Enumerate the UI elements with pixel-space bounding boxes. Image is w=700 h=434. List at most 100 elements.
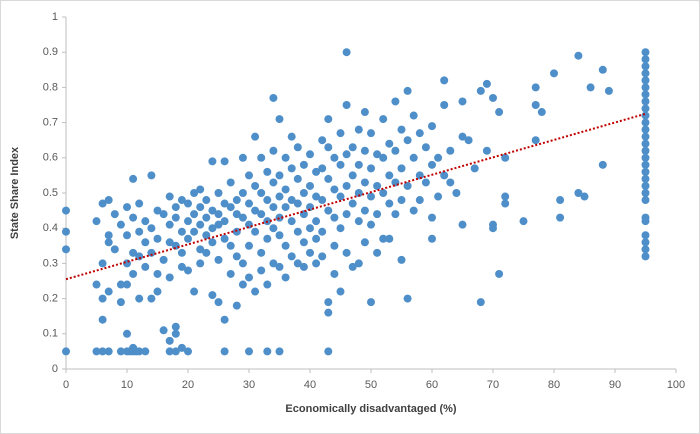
scatter-point: [135, 347, 144, 356]
scatter-point: [574, 189, 583, 197]
scatter-point: [177, 248, 186, 257]
scatter-point: [245, 171, 253, 180]
scatter-point: [269, 259, 278, 268]
x-tick-label: 40: [304, 379, 316, 391]
scatter-point: [110, 245, 119, 254]
scatter-point: [415, 196, 424, 205]
scatter-point: [214, 255, 223, 264]
scatter-point: [306, 181, 314, 190]
scatter-point: [190, 227, 199, 236]
scatter-point: [287, 252, 296, 261]
scatter-point: [147, 248, 156, 257]
scatter-point: [360, 178, 369, 187]
scatter-point: [489, 224, 497, 233]
scatter-point: [556, 213, 565, 222]
scatter-point: [238, 153, 247, 162]
scatter-point: [641, 69, 650, 78]
scatter-point: [641, 76, 650, 85]
scatter-point: [458, 132, 467, 141]
scatter-point: [342, 48, 351, 57]
scatter-point: [397, 255, 406, 264]
scatter-point: [354, 259, 363, 268]
scatter-point: [641, 48, 650, 57]
scatter-point: [391, 146, 400, 155]
scatter-point: [196, 259, 205, 268]
scatter-point: [403, 136, 412, 145]
scatter-point: [214, 189, 223, 197]
scatter-point: [177, 343, 186, 352]
scatter-point: [373, 150, 382, 159]
scatter-point: [495, 108, 504, 117]
scatter-point: [641, 139, 650, 148]
scatter-point: [428, 160, 436, 169]
scatter-point: [275, 192, 284, 201]
scatter-point: [641, 111, 650, 120]
scatter-point: [379, 153, 388, 162]
scatter-point: [354, 217, 363, 226]
scatter-point: [165, 273, 174, 282]
scatter-point: [141, 217, 150, 226]
scatter-point: [556, 196, 565, 205]
scatter-point: [141, 262, 150, 271]
scatter-point: [232, 227, 241, 236]
scatter-point: [476, 298, 485, 307]
scatter-point: [367, 192, 375, 201]
scatter-point: [348, 199, 357, 208]
scatter-point: [232, 196, 241, 205]
scatter-point: [342, 248, 351, 257]
scatter-point: [275, 213, 284, 222]
scatter-point: [171, 329, 180, 338]
scatter-point: [62, 206, 70, 215]
scatter-point: [226, 178, 235, 187]
scatter-point: [550, 69, 558, 78]
scatter-point: [397, 164, 406, 173]
scatter-point: [287, 132, 296, 141]
scatter-point: [245, 347, 253, 356]
scatter-point: [470, 164, 479, 173]
scatter-point: [214, 220, 223, 229]
scatter-point: [165, 220, 174, 229]
scatter-point: [367, 129, 375, 138]
scatter-point: [92, 217, 101, 226]
y-tick-label: 0.1: [43, 328, 58, 340]
scatter-point: [299, 238, 308, 247]
scatter-point: [428, 213, 436, 222]
scatter-point: [177, 262, 186, 271]
scatter-point: [391, 97, 400, 106]
scatter-point: [208, 238, 217, 247]
scatter-point: [245, 220, 253, 229]
scatter-point: [403, 294, 412, 303]
scatter-point: [641, 245, 650, 254]
scatter-point: [293, 143, 302, 152]
scatter-point: [190, 287, 199, 296]
scatter-point: [489, 93, 497, 102]
scatter-point: [116, 347, 125, 356]
x-tick-label: 100: [667, 379, 685, 391]
scatter-point: [129, 269, 138, 278]
scatter-point: [348, 143, 357, 152]
scatter-point: [232, 252, 241, 261]
scatter-point: [293, 199, 302, 208]
scatter-point: [165, 336, 174, 345]
scatter-point: [104, 238, 113, 247]
scatter-point: [336, 160, 345, 169]
scatter-point: [312, 192, 321, 201]
scatter-point: [98, 259, 107, 268]
scatter-point: [330, 213, 339, 222]
y-tick-label: 0.8: [43, 81, 58, 93]
scatter-point: [135, 294, 144, 303]
scatter-point: [159, 326, 168, 335]
scatter-point: [501, 199, 510, 208]
scatter-point: [129, 213, 138, 222]
scatter-point: [184, 234, 192, 243]
scatter-point: [287, 164, 296, 173]
scatter-point: [379, 115, 388, 124]
y-tick-label: 0.5: [43, 187, 58, 199]
scatter-point: [440, 171, 449, 180]
scatter-point: [269, 93, 278, 102]
scatter-point: [263, 167, 272, 176]
scatter-point: [226, 241, 235, 250]
scatter-point: [208, 206, 217, 215]
y-tick-label: 0.9: [43, 46, 58, 58]
scatter-point: [257, 189, 266, 197]
